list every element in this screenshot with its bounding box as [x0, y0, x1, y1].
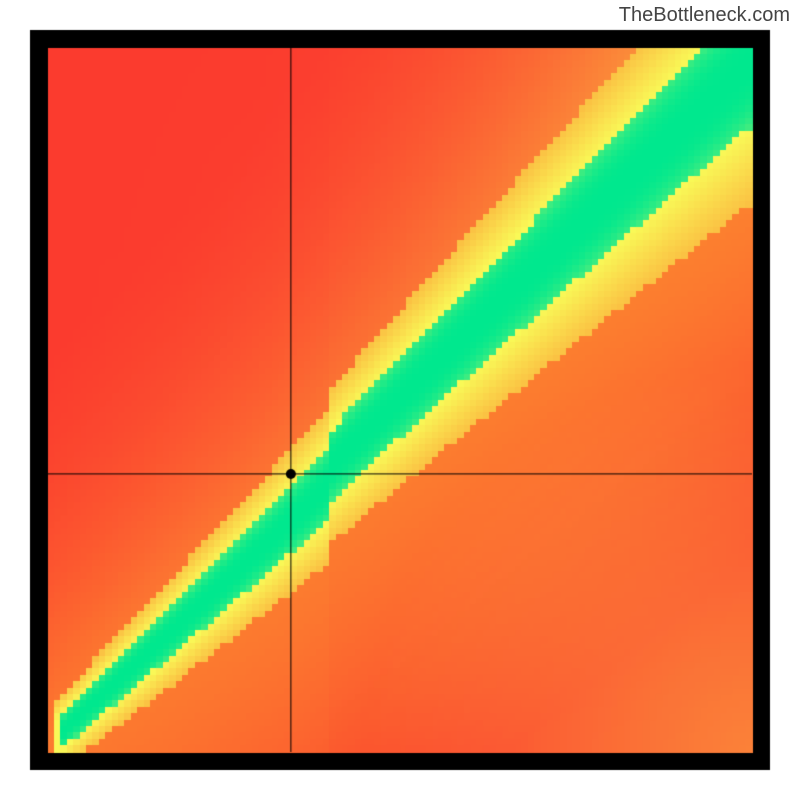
heatmap-canvas: [0, 0, 800, 800]
watermark-text: TheBottleneck.com: [619, 4, 790, 27]
chart-container: TheBottleneck.com: [0, 0, 800, 800]
